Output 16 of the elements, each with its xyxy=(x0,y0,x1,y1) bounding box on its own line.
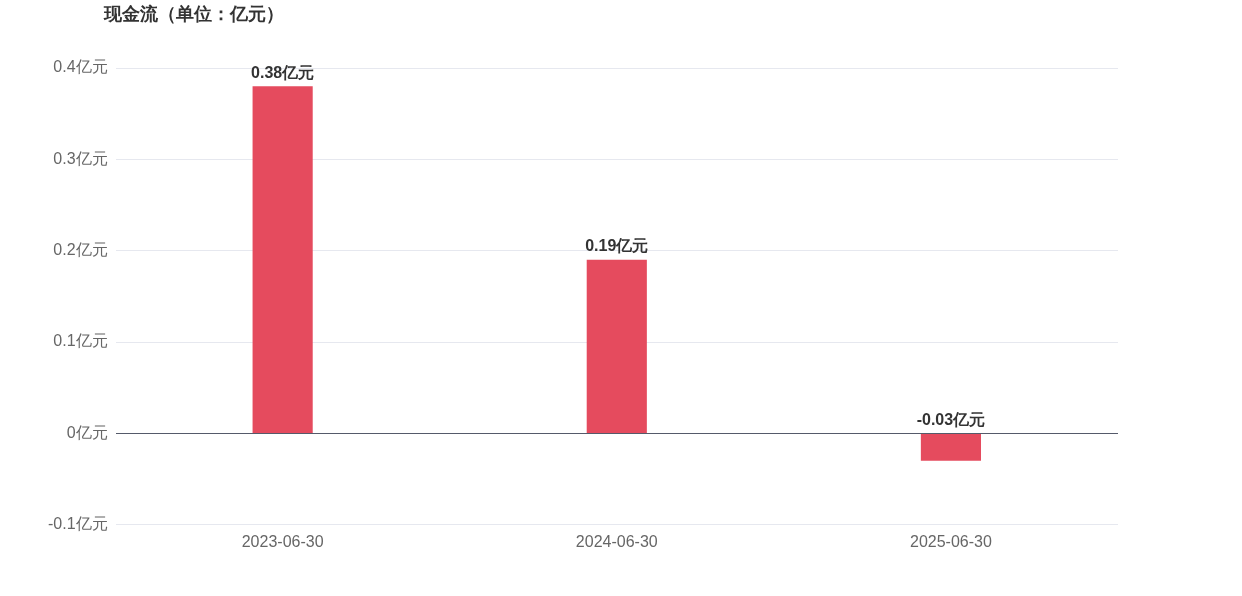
y-tick-label: -0.1亿元 xyxy=(47,515,108,533)
chart-title: 现金流（单位：亿元） xyxy=(104,3,284,26)
y-tick-label: 0.3亿元 xyxy=(53,149,108,167)
y-tick-label: 0亿元 xyxy=(66,423,108,441)
data-label: -0.03亿元 xyxy=(916,411,986,429)
y-tick-label: 0.4亿元 xyxy=(53,58,108,76)
x-tick-label: 2025-06-30 xyxy=(910,532,992,550)
y-tick-label: 0.2亿元 xyxy=(53,241,108,259)
x-tick-label: 2023-06-30 xyxy=(241,532,324,550)
bar xyxy=(252,86,313,433)
y-tick-label: 0.1亿元 xyxy=(53,332,108,350)
bar xyxy=(586,259,647,433)
data-label: 0.19亿元 xyxy=(585,237,649,255)
data-label: 0.38亿元 xyxy=(251,63,315,81)
x-tick-label: 2024-06-30 xyxy=(575,532,658,550)
bar xyxy=(920,433,981,461)
